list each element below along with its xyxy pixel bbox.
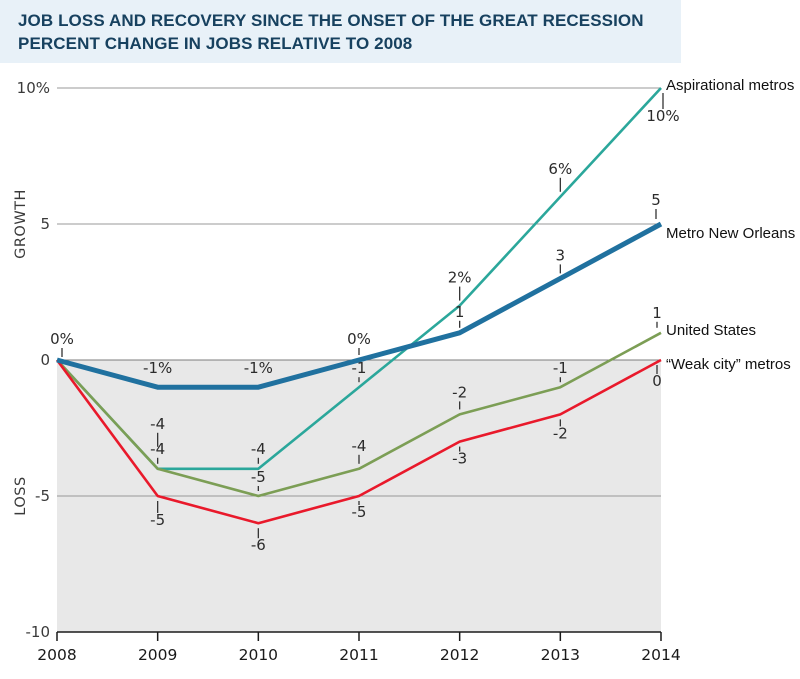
data-label-2014-1: 1: [652, 304, 662, 322]
data-label-2014-5: 5: [651, 191, 661, 209]
data-label-2013-6%: 6%: [548, 160, 572, 178]
chart-header: JOB LOSS AND RECOVERY SINCE THE ONSET OF…: [0, 0, 681, 63]
data-label-2012--2: -2: [452, 383, 467, 401]
x-tick-label-2012: 2012: [440, 646, 479, 664]
y-tick-label--10: -10: [26, 623, 51, 641]
data-label-2009--4: -4: [150, 440, 165, 458]
data-label-2008-0%: 0%: [50, 330, 74, 348]
data-label-2014-0: 0: [652, 372, 662, 390]
y-tick-label-5: 5: [40, 215, 50, 233]
data-label-2009--1%: -1%: [143, 359, 172, 377]
data-label-2012-2%: 2%: [448, 269, 472, 287]
data-label-2013--2: -2: [553, 424, 568, 442]
data-label-2010--5: -5: [251, 468, 266, 486]
y-tick-label--5: -5: [35, 487, 50, 505]
data-label-2011--5: -5: [352, 503, 367, 521]
x-tick-label-2008: 2008: [37, 646, 76, 664]
data-label-2013--1: -1: [553, 359, 568, 377]
y-axis-zone-label-loss: LOSS: [13, 476, 29, 515]
series-label-weak-city-metros: “Weak city” metros: [666, 356, 791, 373]
data-label-2010--1%: -1%: [244, 359, 273, 377]
series-line-metro-new-orleans: [56, 221, 663, 390]
series-label-metro-new-orleans: Metro New Orleans: [666, 225, 795, 242]
y-axis-zone-label-growth: GROWTH: [13, 189, 29, 259]
data-label-2012-1: 1: [455, 303, 465, 321]
data-label-2009--5: -5: [150, 511, 165, 529]
series-line-united-states: [56, 331, 662, 498]
x-tick-label-2013: 2013: [541, 646, 580, 664]
series-label-united-states: United States: [666, 322, 756, 339]
data-label-2013-3: 3: [556, 246, 566, 264]
x-tick-label-2014: 2014: [641, 646, 680, 664]
y-tick-label-10: 10%: [17, 79, 50, 97]
data-label-2012--3: -3: [452, 450, 467, 468]
data-label-2009--4: -4: [150, 415, 165, 433]
data-label-2010--6: -6: [251, 536, 266, 554]
data-label-2011-0%: 0%: [347, 330, 371, 348]
data-label-2011--4: -4: [352, 437, 367, 455]
series-line-weak-city-metros: [55, 358, 662, 525]
y-tick-label-0: 0: [40, 351, 50, 369]
data-label-2014-10%: 10%: [646, 107, 679, 125]
x-tick-label-2010: 2010: [239, 646, 278, 664]
series-label-aspirational-metros: Aspirational metros: [666, 77, 794, 94]
data-label-2011--1: -1: [352, 359, 367, 377]
chart-title: JOB LOSS AND RECOVERY SINCE THE ONSET OF…: [18, 11, 644, 30]
data-label-2010--4: -4: [251, 440, 266, 458]
chart-subtitle: PERCENT CHANGE IN JOBS RELATIVE TO 2008: [18, 34, 413, 53]
x-tick-label-2011: 2011: [339, 646, 378, 664]
x-tick-label-2009: 2009: [138, 646, 177, 664]
